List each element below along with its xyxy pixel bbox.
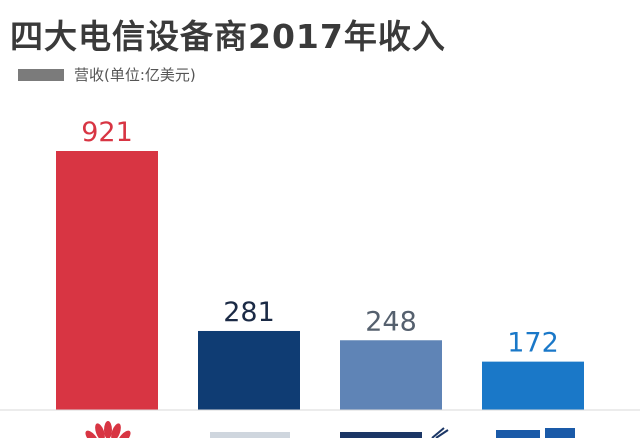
value-label-0: 921	[81, 117, 133, 148]
huawei-logo-petal-icon	[85, 430, 99, 438]
value-label-3: 172	[507, 328, 559, 359]
zte-logo-icon	[496, 430, 540, 438]
bar-1	[198, 330, 300, 410]
bar-2	[340, 340, 442, 410]
bar-0	[56, 151, 158, 410]
huawei-logo-petal-icon	[104, 421, 112, 438]
value-label-1: 281	[223, 297, 275, 328]
nokia-logo-icon	[210, 432, 290, 438]
ericsson-logo-icon	[340, 432, 422, 438]
chart-title: 四大电信设备商2017年收入	[10, 17, 446, 56]
huawei-logo-petal-icon	[95, 423, 105, 438]
bar-3	[482, 361, 584, 410]
huawei-logo-petal-icon	[117, 430, 131, 438]
zte-logo-text-icon	[545, 428, 575, 438]
legend-swatch	[18, 68, 64, 81]
ericsson-mark-icon	[431, 427, 449, 438]
legend-label: 营收(单位:亿美元)	[74, 66, 196, 84]
value-label-2: 248	[365, 306, 417, 337]
company-logo-strip	[85, 421, 575, 438]
legend: 营收(单位:亿美元)	[18, 64, 196, 85]
huawei-logo-petal-icon	[111, 423, 121, 438]
